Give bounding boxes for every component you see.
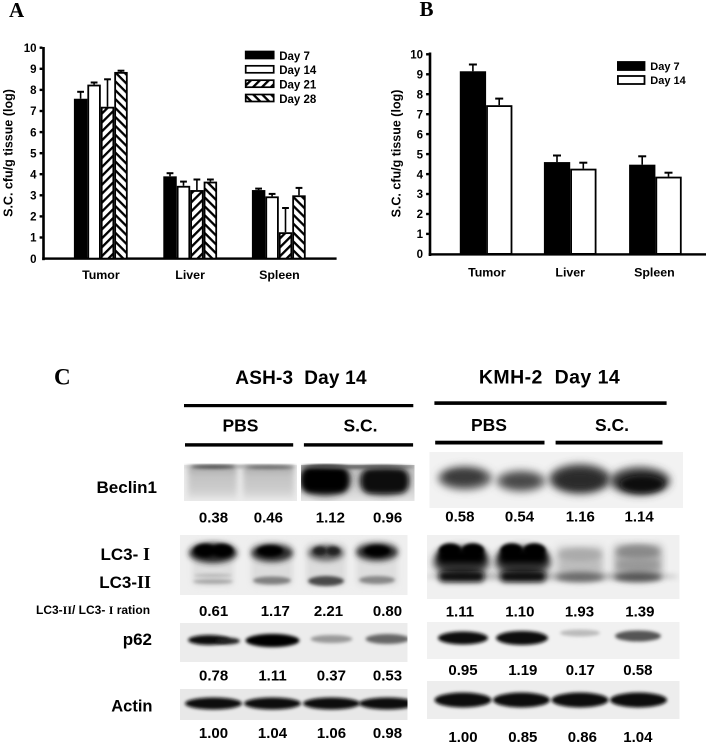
svg-text:1.39: 1.39 <box>625 604 654 621</box>
svg-text:5: 5 <box>30 148 37 160</box>
svg-text:7: 7 <box>417 109 423 121</box>
svg-text:1.16: 1.16 <box>566 509 595 526</box>
svg-text:1: 1 <box>417 229 424 241</box>
svg-text:Day 7: Day 7 <box>279 51 310 63</box>
svg-text:LC3-II/ LC3- I ration: LC3-II/ LC3- I ration <box>36 603 150 617</box>
svg-text:4: 4 <box>417 169 424 181</box>
svg-text:Beclin1: Beclin1 <box>97 478 157 497</box>
svg-text:9: 9 <box>417 70 423 82</box>
svg-text:S.C.: S.C. <box>343 416 377 436</box>
svg-text:3: 3 <box>417 189 423 201</box>
svg-text:Tumor: Tumor <box>468 266 506 280</box>
svg-text:S.C. cfu/g tissue (log): S.C. cfu/g tissue (log) <box>2 89 16 217</box>
svg-text:C: C <box>54 364 71 389</box>
svg-text:7: 7 <box>30 106 36 118</box>
svg-text:PBS: PBS <box>471 415 507 435</box>
svg-text:S.C. cfu/g tissue (log): S.C. cfu/g tissue (log) <box>390 90 404 218</box>
svg-text:3: 3 <box>30 191 36 203</box>
svg-text:S.C.: S.C. <box>595 415 629 435</box>
svg-text:Spleen: Spleen <box>259 268 300 282</box>
svg-text:1.11: 1.11 <box>446 604 474 621</box>
svg-text:ASH-3 Day 14: ASH-3 Day 14 <box>235 368 367 389</box>
svg-text:0.58: 0.58 <box>445 509 474 526</box>
svg-text:8: 8 <box>30 85 37 97</box>
svg-text:1.12: 1.12 <box>316 510 345 527</box>
svg-text:0.96: 0.96 <box>373 510 402 527</box>
svg-text:Tumor: Tumor <box>82 268 120 282</box>
svg-text:0.46: 0.46 <box>254 510 283 527</box>
svg-text:0.85: 0.85 <box>508 729 537 746</box>
svg-text:Day 14: Day 14 <box>650 75 686 87</box>
svg-text:5: 5 <box>417 149 424 161</box>
svg-text:0.54: 0.54 <box>505 509 535 526</box>
svg-text:Day 14: Day 14 <box>279 65 317 77</box>
svg-text:Spleen: Spleen <box>634 266 675 280</box>
svg-text:10: 10 <box>410 50 423 62</box>
svg-text:0.80: 0.80 <box>373 603 402 620</box>
svg-text:1.14: 1.14 <box>624 509 654 526</box>
svg-text:Liver: Liver <box>175 268 205 282</box>
svg-text:0: 0 <box>417 249 423 261</box>
svg-text:1.00: 1.00 <box>448 729 477 746</box>
svg-text:B: B <box>420 0 434 21</box>
svg-text:1.19: 1.19 <box>508 662 537 679</box>
svg-text:9: 9 <box>30 64 36 76</box>
svg-text:2: 2 <box>417 209 423 221</box>
svg-text:4: 4 <box>30 169 37 181</box>
svg-text:0: 0 <box>30 254 36 266</box>
svg-text:0.38: 0.38 <box>199 510 228 527</box>
svg-text:0.95: 0.95 <box>448 662 477 679</box>
svg-text:Day 28: Day 28 <box>279 94 317 106</box>
svg-text:0.78: 0.78 <box>199 668 228 685</box>
svg-text:10: 10 <box>24 43 37 55</box>
svg-text:0.61: 0.61 <box>199 603 228 620</box>
svg-text:A: A <box>9 0 25 22</box>
svg-text:2: 2 <box>30 212 36 224</box>
svg-text:8: 8 <box>417 89 424 101</box>
svg-text:0.17: 0.17 <box>566 662 595 679</box>
svg-text:1.10: 1.10 <box>505 604 534 621</box>
svg-text:1.00: 1.00 <box>199 725 228 742</box>
svg-text:1.06: 1.06 <box>317 725 346 742</box>
svg-text:6: 6 <box>417 129 423 141</box>
svg-text:0.86: 0.86 <box>568 729 597 746</box>
svg-text:LC3- I: LC3- I <box>100 544 150 564</box>
svg-text:2.21: 2.21 <box>314 603 343 620</box>
svg-text:LC3-II: LC3-II <box>99 572 151 592</box>
svg-text:p62: p62 <box>123 630 152 649</box>
svg-text:Day 21: Day 21 <box>279 80 317 92</box>
svg-text:Actin: Actin <box>111 698 152 716</box>
svg-text:Liver: Liver <box>555 266 585 280</box>
svg-text:1.17: 1.17 <box>261 603 290 620</box>
svg-text:Day 7: Day 7 <box>650 61 679 73</box>
svg-text:0.37: 0.37 <box>317 668 346 685</box>
svg-text:1.93: 1.93 <box>565 604 594 621</box>
svg-text:1.04: 1.04 <box>258 725 288 742</box>
svg-text:0.53: 0.53 <box>373 668 402 685</box>
svg-text:1.04: 1.04 <box>623 729 653 746</box>
svg-text:KMH-2 Day 14: KMH-2 Day 14 <box>479 367 620 389</box>
svg-text:6: 6 <box>30 127 36 139</box>
svg-text:0.98: 0.98 <box>373 725 402 742</box>
svg-text:0.58: 0.58 <box>623 662 652 679</box>
svg-text:1.11: 1.11 <box>258 668 286 685</box>
svg-text:1: 1 <box>30 233 37 245</box>
svg-text:PBS: PBS <box>223 416 259 436</box>
